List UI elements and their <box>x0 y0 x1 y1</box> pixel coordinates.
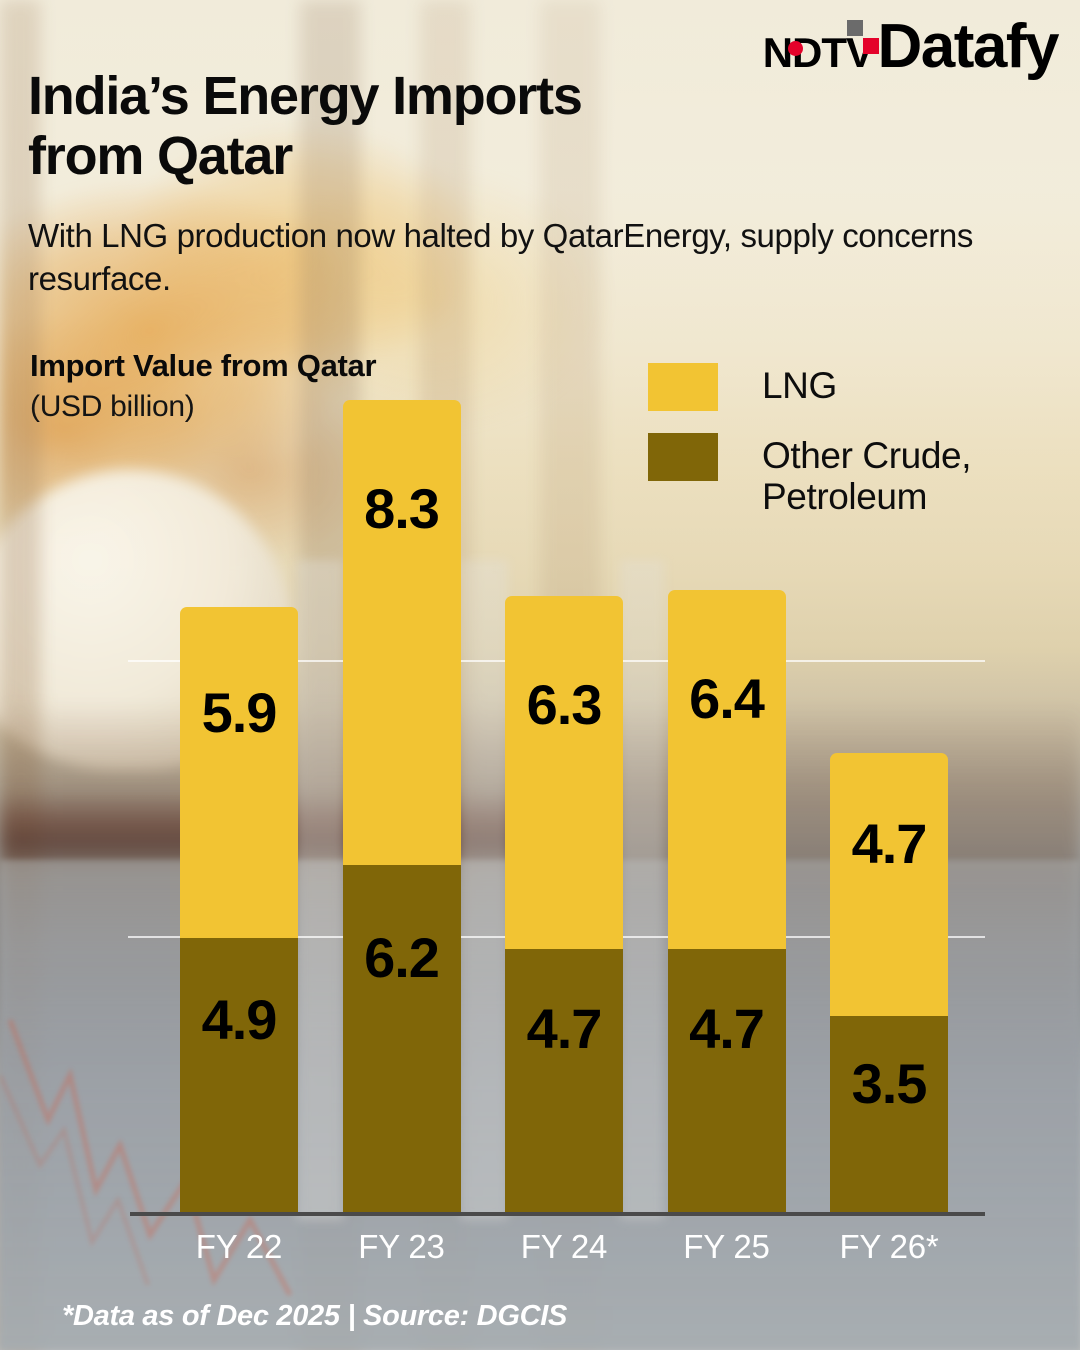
red-square-icon <box>863 38 880 54</box>
datafy-text: Datafy <box>877 12 1059 81</box>
page-subtitle: With LNG production now halted by QatarE… <box>28 217 973 297</box>
bar-value-other-crude: 4.9 <box>201 987 278 1051</box>
background-line-trace <box>0 1019 293 1297</box>
bar-segment-other-crude <box>342 864 461 1212</box>
chart-baseline <box>130 1212 985 1216</box>
legend-item-lng: LNG <box>648 363 971 411</box>
x-axis-label-fy-23: FY 23 <box>358 1228 445 1265</box>
bar-segment-lng <box>180 607 298 938</box>
bar-value-lng: 8.3 <box>364 477 440 540</box>
bar-segment-other-crude <box>667 948 786 1212</box>
bar-value-other-crude: 3.5 <box>851 1052 928 1116</box>
legend-item-other-crude: Other Crude, Petroleum <box>648 433 971 518</box>
bar-value-other-crude: 4.7 <box>689 997 765 1061</box>
x-axis-label-fy-26: FY 26* <box>839 1228 939 1265</box>
chart-axis-subtitle: (USD billion) <box>30 390 195 423</box>
chart-axis-title: Import Value from Qatar <box>30 348 377 383</box>
x-axis-label-fy-24: FY 24 <box>520 1228 608 1265</box>
grey-square-icon <box>847 20 864 36</box>
bar-value-other-crude: 6.2 <box>364 925 440 989</box>
chart-footnote: *Data as of Dec 2025 | Source: DGCIS <box>62 1300 568 1332</box>
legend-label-other-crude: Other Crude, Petroleum <box>762 435 972 518</box>
bar-segment-other-crude <box>505 948 623 1212</box>
bar-value-lng: 4.7 <box>851 811 928 875</box>
x-axis-label-fy-22: FY 22 <box>195 1228 283 1265</box>
bar-value-lng: 5.9 <box>201 680 278 744</box>
bar-segment-other-crude <box>830 1016 948 1212</box>
ndtv-wordmark: NDTV <box>762 29 874 76</box>
bar-value-lng: 6.4 <box>689 667 765 731</box>
bar-value-lng: 6.3 <box>526 673 603 736</box>
ndtv-red-dot-icon <box>787 41 803 56</box>
datafy-wordmark: Datafy <box>847 12 1059 81</box>
bar-segment-other-crude <box>180 937 298 1212</box>
legend-swatch-lng <box>648 363 718 411</box>
legend-label-lng: LNG <box>762 365 837 406</box>
ndtv-datafy-logo: NDTV Datafy <box>762 12 1060 81</box>
legend-swatch-other-crude <box>648 433 718 481</box>
bar-segment-lng <box>505 596 623 949</box>
x-axis-label-fy-25: FY 25 <box>683 1228 770 1265</box>
page-title: India’s Energy Imports from Qatar <box>28 66 583 187</box>
bar-segment-lng <box>342 400 461 865</box>
ndtv-text: NDTV <box>762 29 874 76</box>
chart-legend: LNG Other Crude, Petroleum <box>648 363 971 540</box>
bar-segment-lng <box>830 752 948 1016</box>
bar-value-other-crude: 4.7 <box>526 997 603 1061</box>
bar-segment-lng <box>667 590 786 949</box>
